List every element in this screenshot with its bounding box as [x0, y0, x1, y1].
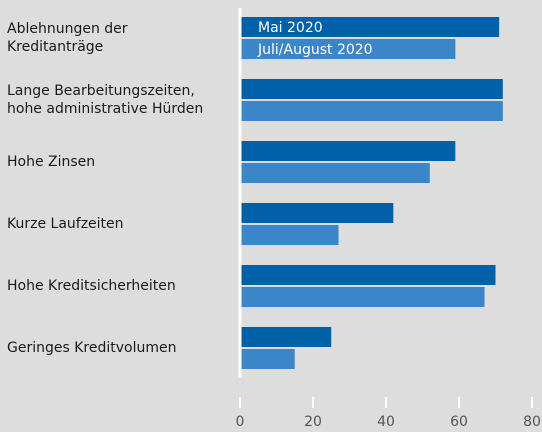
x-tick-label: 80 [523, 414, 541, 430]
category-label: hohe administrative Hürden [7, 101, 203, 117]
category-label: Lange Bearbeitungszeiten, [7, 83, 195, 99]
bar [240, 265, 496, 285]
bar [240, 101, 503, 121]
x-tick-label: 0 [236, 414, 245, 430]
category-label: Kreditanträge [7, 39, 103, 55]
bar [240, 39, 456, 59]
bar [240, 327, 332, 347]
bar [240, 287, 485, 307]
bar [240, 141, 456, 161]
bar [240, 79, 503, 99]
bar [240, 203, 394, 223]
legend-label: Juli/August 2020 [257, 42, 373, 58]
legend-label: Mai 2020 [258, 20, 323, 36]
bar [240, 17, 500, 37]
bar [240, 349, 295, 369]
bar [240, 225, 339, 245]
category-label: Hohe Kreditsicherheiten [7, 278, 176, 294]
category-label: Hohe Zinsen [7, 154, 95, 170]
category-label: Geringes Kreditvolumen [7, 340, 176, 356]
x-tick-label: 60 [450, 414, 468, 430]
x-tick-label: 20 [304, 414, 322, 430]
category-label: Ablehnungen der [7, 21, 128, 37]
bar [240, 163, 430, 183]
x-tick-label: 40 [377, 414, 395, 430]
category-label: Kurze Laufzeiten [7, 216, 124, 232]
